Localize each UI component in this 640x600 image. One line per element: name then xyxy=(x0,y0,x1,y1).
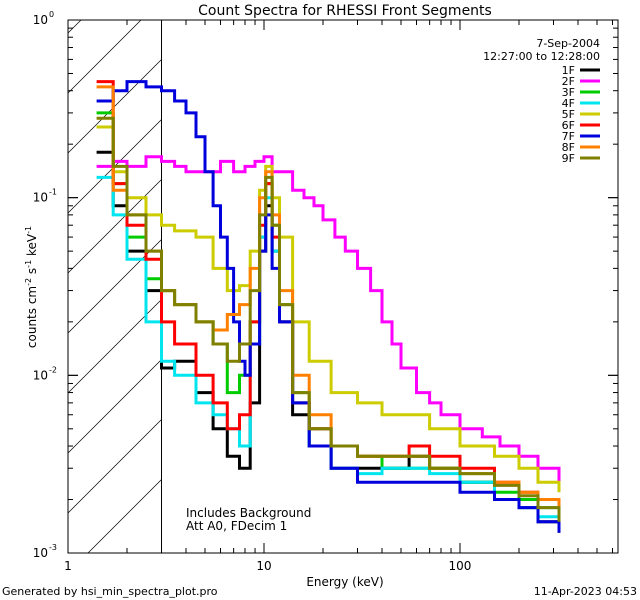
hatch-line xyxy=(68,238,162,334)
chart-title: Count Spectra for RHESSI Front Segments xyxy=(198,3,492,19)
series-line-8F xyxy=(96,85,561,513)
x-axis-label: Energy (keV) xyxy=(306,575,383,589)
axis-ticks xyxy=(67,19,618,554)
y-tick-exponent: -3 xyxy=(49,543,57,552)
legend-label-4F: 4F xyxy=(562,97,575,110)
hatch-line xyxy=(68,58,162,154)
x-tick-label: 1 xyxy=(64,559,72,573)
series-lines xyxy=(96,80,561,533)
legend-label-8F: 8F xyxy=(562,141,575,154)
hatch-line xyxy=(68,20,142,94)
hatch-line xyxy=(68,118,162,214)
series-line-9F xyxy=(96,116,561,522)
legend-label-5F: 5F xyxy=(562,108,575,121)
y-tick-label: 10 xyxy=(33,546,48,560)
y-tick-exponent: -2 xyxy=(49,365,57,374)
plot-frame xyxy=(67,19,619,554)
hatch-line xyxy=(68,358,162,454)
x-tick-label: 10 xyxy=(256,559,271,573)
legend-label-1F: 1F xyxy=(562,64,575,77)
x-tick-label: 100 xyxy=(449,559,472,573)
date-label: 7-Sep-2004 xyxy=(536,37,600,50)
series-line-2F xyxy=(96,155,561,483)
footer-generator: Generated by hsi_min_spectra_plot.pro xyxy=(2,585,218,598)
series-line-1F xyxy=(96,150,561,533)
background-note: Includes Background xyxy=(186,506,311,520)
hatch-line xyxy=(68,178,162,274)
legend-label-7F: 7F xyxy=(562,130,575,143)
legend-label-3F: 3F xyxy=(562,86,575,99)
legend-label-9F: 9F xyxy=(562,152,575,165)
attenuator-note: Att A0, FDecim 1 xyxy=(186,519,287,533)
series-line-7F xyxy=(96,80,561,533)
hatch-line xyxy=(68,418,162,514)
legend-label-6F: 6F xyxy=(562,119,575,132)
series-line-3F xyxy=(96,111,561,522)
y-tick-exponent: -1 xyxy=(49,188,57,197)
y-axis-label: counts cm-2 s-1 keV-1 xyxy=(24,226,39,348)
time-range-label: 12:27:00 to 12:28:00 xyxy=(483,50,600,63)
hatched-region xyxy=(68,20,162,553)
y-tick-exponent: 0 xyxy=(49,10,54,19)
hatch-line xyxy=(68,298,162,394)
legend-label-2F: 2F xyxy=(562,75,575,88)
y-tick-label: 10 xyxy=(33,13,48,27)
footer-timestamp: 11-Apr-2023 04:53 xyxy=(534,585,637,598)
x-tick-labels: 1 10 100 xyxy=(64,559,471,573)
hatch-line xyxy=(87,478,162,553)
y-tick-label: 10 xyxy=(33,368,48,382)
series-line-6F xyxy=(96,80,561,513)
y-tick-label: 10 xyxy=(33,191,48,205)
